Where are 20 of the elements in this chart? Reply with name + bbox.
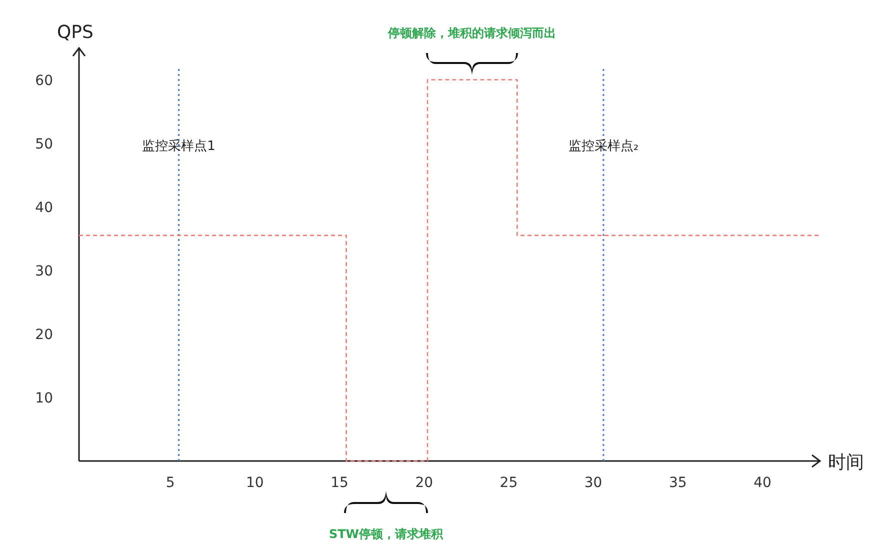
y-tick-label: 20 bbox=[35, 326, 53, 343]
x-axis-title: 时间 bbox=[828, 452, 864, 473]
text: 停顿解除，堆积的请求倾泻而出 bbox=[387, 26, 556, 40]
y-tick-label: 60 bbox=[35, 72, 53, 89]
text: STW停顿，请求堆积 bbox=[328, 527, 444, 541]
x-tick-label: 20 bbox=[415, 475, 434, 491]
y-tick-label: 40 bbox=[35, 200, 53, 216]
x-tick-label: 25 bbox=[500, 475, 518, 491]
ref-line-label: 监控采样点1 bbox=[142, 139, 216, 154]
x-tick-label: 30 bbox=[584, 475, 602, 491]
ref-line-label: 监控采样点₂ bbox=[568, 139, 639, 154]
x-tick-label: 35 bbox=[668, 475, 687, 491]
y-axis-title: QPS bbox=[57, 22, 94, 43]
x-tick-label: 5 bbox=[166, 475, 175, 491]
x-tick-label: 40 bbox=[754, 475, 772, 491]
y-tick-label: 30 bbox=[35, 263, 53, 280]
y-tick-label: 50 bbox=[35, 136, 53, 152]
x-tick-label: 10 bbox=[246, 475, 264, 491]
x-tick-label: 15 bbox=[330, 475, 348, 491]
y-tick-label: 10 bbox=[35, 390, 53, 406]
